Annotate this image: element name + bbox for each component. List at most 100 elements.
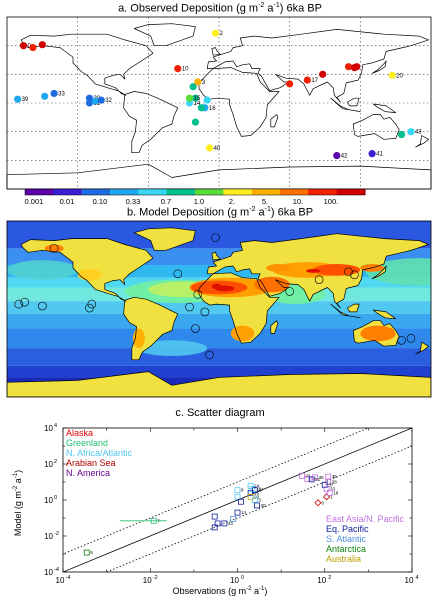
data-point <box>321 481 328 488</box>
ocean-band <box>7 365 431 378</box>
coastline-borneo <box>347 304 360 312</box>
data-point <box>314 499 322 507</box>
coastline-japan <box>371 60 387 74</box>
site-marker <box>203 96 211 104</box>
colorbar-label: 10. <box>293 197 303 205</box>
coastline-antarctica <box>7 371 431 397</box>
site-ring <box>38 301 47 311</box>
colorbar-label: 5. <box>262 197 268 205</box>
coastline-north-america <box>20 238 154 302</box>
y-tick-exponent: 4 <box>54 423 57 429</box>
colorbar-swatch <box>81 189 111 195</box>
point-label: 38 <box>332 480 338 485</box>
site-marker <box>286 80 294 88</box>
dust-core <box>306 268 321 273</box>
colorbar-swatch <box>280 189 309 195</box>
y-tick-exponent: 0 <box>54 495 57 501</box>
coastline-japan <box>371 265 387 280</box>
site-ring <box>406 334 416 343</box>
site-marker <box>333 151 341 160</box>
site-marker <box>407 128 415 136</box>
site-ring <box>85 303 94 313</box>
y-tick-label: 10 <box>44 532 53 541</box>
y-tick-exponent: -4 <box>54 567 59 573</box>
coastline-new-zealand <box>415 342 429 354</box>
colorbar-swatch <box>195 189 224 195</box>
site-marker <box>397 130 406 139</box>
point-label: 32 <box>311 476 317 481</box>
point-label: 36 <box>332 474 338 479</box>
site-ring <box>314 275 324 284</box>
x-tick-label: 10 <box>56 576 65 585</box>
site-ring <box>200 307 210 317</box>
colorbar-label: 0.10 <box>93 197 108 205</box>
site-label: 14 <box>194 101 201 107</box>
site-ring <box>14 299 24 309</box>
coastline-uk <box>211 252 221 261</box>
site-marker <box>189 83 197 91</box>
dust-plume <box>366 258 431 286</box>
site-marker <box>14 95 22 103</box>
site-ring <box>191 324 200 333</box>
ocean-band <box>7 348 431 366</box>
site-label: 16 <box>209 106 216 112</box>
colorbar-swatch <box>223 189 253 195</box>
coastline-indonesia <box>330 97 361 112</box>
data-point <box>83 549 90 556</box>
coastline-south-america <box>123 296 179 361</box>
panel-b-title: b. Model Deposition (g m-2 a-1) 6ka BP <box>126 206 314 219</box>
site-marker <box>29 43 37 52</box>
data-point <box>251 487 258 494</box>
data-point <box>254 502 260 509</box>
x-tick-label: 10 <box>143 576 152 585</box>
legend-entry: N. America <box>66 468 111 478</box>
point-label: 37 <box>328 482 334 487</box>
point-label: 8 <box>241 488 244 493</box>
legend-entry: Antarctica <box>326 544 367 554</box>
data-point <box>326 489 333 496</box>
colorbar-label: 100. <box>324 197 339 205</box>
point-label: 14 <box>241 510 247 515</box>
legend-entry: Alaska <box>66 428 94 438</box>
dust-plume <box>136 340 208 356</box>
site-marker <box>344 63 353 71</box>
data-point <box>322 493 331 501</box>
site-marker <box>19 42 28 50</box>
coastline-madagascar <box>270 320 278 334</box>
point-label: 20 <box>254 494 260 499</box>
point-label: 43 <box>228 521 234 526</box>
site-ring <box>185 302 194 312</box>
coastline-borneo <box>347 303 360 313</box>
point-label: 7 <box>157 518 160 523</box>
colorbar-swatch <box>336 189 366 195</box>
coastline-greenland <box>133 23 196 47</box>
site-ring <box>344 267 353 277</box>
data-point <box>234 487 241 494</box>
coastline-north-america <box>20 33 154 96</box>
map-frame <box>6 220 432 398</box>
point-label: 27 <box>258 488 264 493</box>
site-label: 2 <box>219 31 223 37</box>
site-marker <box>185 94 194 102</box>
site-marker <box>38 41 46 49</box>
dust-source <box>44 244 64 253</box>
coastline-madagascar <box>270 114 279 128</box>
x-tick-label: 10 <box>230 576 239 585</box>
dust-source <box>313 264 361 276</box>
x-tick-exponent: -2 <box>153 575 158 581</box>
model-field <box>7 221 431 397</box>
coastline-borneo <box>347 97 360 107</box>
dust-source <box>230 325 255 342</box>
site-ring <box>173 269 183 279</box>
colorbar-swatch <box>308 189 338 195</box>
coastline-africa <box>198 272 280 344</box>
colorbar-swatch <box>251 189 281 195</box>
data-point <box>325 473 332 480</box>
site-marker <box>50 89 58 98</box>
panel-c-title: c. Scatter diagram <box>175 407 265 419</box>
y-tick-exponent: 2 <box>54 459 57 465</box>
dust-core <box>211 283 222 290</box>
colorbar-label: 0.001 <box>25 197 44 205</box>
ocean-band <box>7 328 431 349</box>
